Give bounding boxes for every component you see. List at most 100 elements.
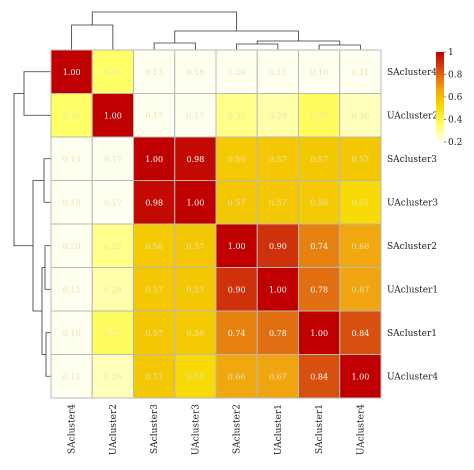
cell-value-label: 0.28 [269, 111, 287, 120]
column-dendrogram-link [236, 43, 279, 50]
heatmap-cell [91, 136, 134, 181]
heatmap-cell [91, 354, 134, 399]
heatmap-cell [215, 267, 258, 312]
cell-value-label: 0.74 [228, 329, 246, 338]
heatmap-cell [50, 93, 93, 138]
heatmap-cell [256, 49, 299, 94]
cell-value-label: 0.36 [63, 111, 81, 120]
cell-value-label: 0.20 [228, 68, 246, 77]
cell-value-label: 0.78 [310, 285, 328, 294]
row-dendrogram-link [43, 158, 51, 203]
cell-value-label: 0.66 [351, 242, 369, 251]
row-dendrogram [13, 71, 51, 377]
cell-value-label: 0.66 [228, 372, 246, 381]
cell-value-label: 0.56 [186, 329, 204, 338]
cell-value-label: 0.26 [351, 111, 369, 120]
heatmap-cell [50, 49, 93, 94]
cell-value-label: 0.17 [104, 155, 122, 164]
cell-value-label: 0.90 [269, 242, 287, 251]
legend-color-bar [436, 52, 444, 142]
heatmap-cell [339, 93, 382, 138]
heatmap-cell [339, 267, 382, 312]
row-label: UAcluster4 [387, 372, 438, 382]
legend-tick-label: 0.6 [448, 93, 463, 103]
heatmap-cell [133, 223, 176, 268]
cell-value-label: 0.57 [269, 198, 287, 207]
heatmap-cell [339, 223, 382, 268]
cell-value-label: 0.11 [63, 372, 81, 381]
color-legend: 1 0.8 0.6 0.4 0.2 [436, 48, 463, 148]
legend-tick-label: 0.4 [448, 116, 463, 126]
cell-value-label: 0.17 [104, 198, 122, 207]
heatmap-cell [298, 267, 341, 312]
column-dendrogram-link [318, 44, 361, 50]
heatmap-cell [50, 267, 93, 312]
row-label: SAcluster3 [387, 155, 437, 165]
cell-value-label: 0.57 [351, 155, 369, 164]
heatmap-cell [256, 93, 299, 138]
cell-value-label: 0.17 [186, 111, 204, 120]
column-dendrogram-link [71, 24, 114, 50]
row-label: SAcluster4 [387, 68, 437, 78]
cell-value-label: 1.00 [186, 198, 204, 207]
cell-value-label: 0.37 [310, 111, 328, 120]
row-labels: SAcluster4 UAcluster2 SAcluster3 UAcluster3… [387, 68, 438, 383]
cell-value-label: 0.57 [269, 155, 287, 164]
cell-value-label: 0.56 [228, 155, 246, 164]
heatmap-cells: 1.00 0.36 0.13 0.18 0.20 0.15 0.10 0.11 0.36 1.00… [50, 49, 382, 399]
cell-value-label: 0.84 [351, 329, 369, 338]
legend-tick-label: 0.2 [448, 138, 462, 148]
row-label: SAcluster2 [387, 242, 437, 252]
heatmap-cell [339, 49, 382, 94]
column-label: UAcluster3 [191, 404, 201, 455]
cell-value-label: 0.15 [63, 285, 81, 294]
column-label: UAcluster4 [356, 404, 366, 455]
column-label: SAcluster2 [233, 404, 243, 454]
cell-value-label: 1.00 [104, 111, 122, 120]
heatmap-cell [339, 354, 382, 399]
heatmap-cell [174, 49, 217, 94]
cell-value-label: 0.13 [145, 68, 163, 77]
legend-tick-label: 0.8 [448, 71, 463, 81]
cell-value-label: 0.32 [104, 242, 122, 251]
cell-value-label: 0.10 [310, 68, 328, 77]
cell-value-label: 0.67 [269, 372, 287, 381]
heatmap-cell [215, 223, 258, 268]
row-dendrogram-link [44, 245, 51, 290]
cell-value-label: 0.32 [228, 111, 246, 120]
heatmap-cell [91, 180, 134, 225]
heatmap-cell [215, 180, 258, 225]
heatmap-cell [256, 136, 299, 181]
cell-value-label: 0.98 [186, 155, 204, 164]
legend-tick-label: 1 [448, 48, 454, 58]
cell-value-label: 1.00 [63, 68, 81, 77]
cell-value-label: 0.11 [351, 68, 369, 77]
cell-value-label: 0.78 [269, 329, 287, 338]
cell-value-label: 1.00 [310, 329, 328, 338]
cell-value-label: 0.84 [310, 372, 328, 381]
row-label: UAcluster3 [387, 198, 438, 208]
cell-value-label: 0.26 [104, 372, 122, 381]
column-dendrogram-link [153, 42, 196, 50]
cell-value-label: 0.57 [310, 155, 328, 164]
cell-value-label: 0.51 [351, 198, 369, 207]
column-dendrogram-link [91, 11, 238, 31]
cell-value-label: 0.57 [186, 242, 204, 251]
cell-value-label: 0.56 [310, 198, 328, 207]
heatmap-cell [174, 354, 217, 399]
row-dendrogram-link [13, 93, 33, 247]
cell-value-label: 0.36 [104, 68, 122, 77]
column-label: UAcluster2 [109, 404, 119, 455]
cell-value-label: 0.57 [145, 372, 163, 381]
cell-value-label: 0.51 [186, 372, 204, 381]
cell-value-label: 0.57 [228, 198, 246, 207]
cell-value-label: 0.57 [145, 285, 163, 294]
heatmap-cell [298, 354, 341, 399]
heatmap-cell [339, 136, 382, 181]
cell-value-label: 0.57 [145, 329, 163, 338]
heatmap-cell [133, 136, 176, 181]
column-labels: SAcluster4 UAcluster2 SAcluster3 UAcluster3… [68, 404, 367, 455]
row-label: SAcluster1 [387, 329, 437, 339]
heatmap-cell [339, 310, 382, 355]
